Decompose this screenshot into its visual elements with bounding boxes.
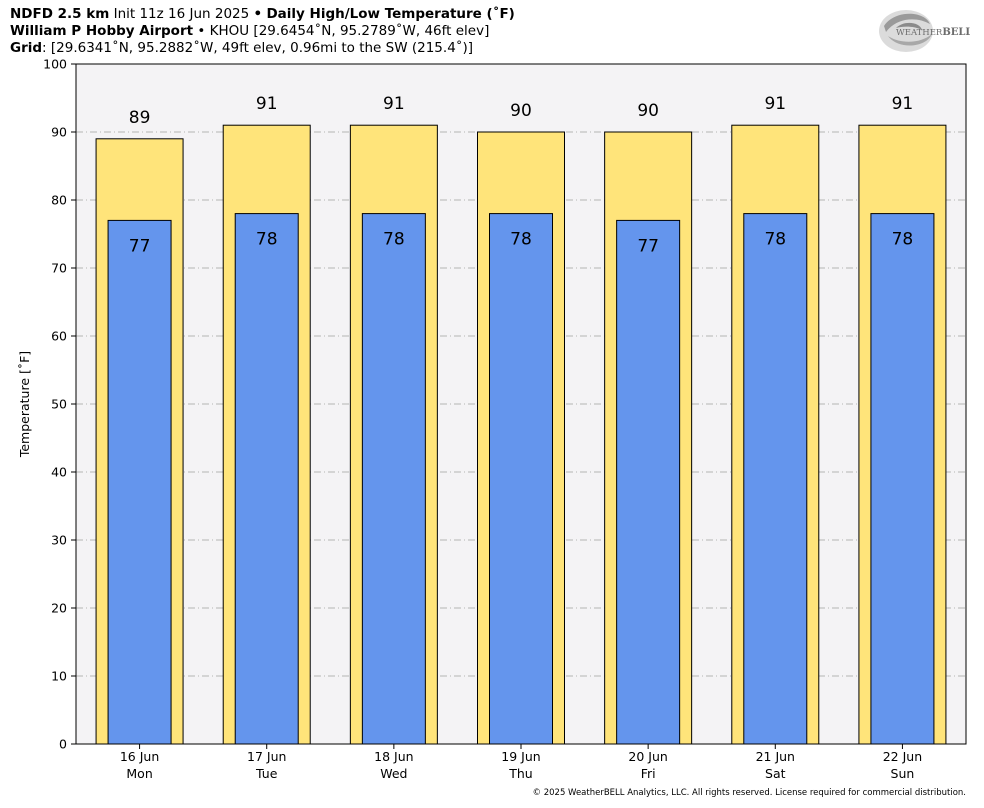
y-tick-label: 30: [51, 533, 67, 548]
low-bar: [489, 213, 553, 745]
x-tick-label-day: Mon: [126, 766, 152, 781]
header-line-2: William P Hobby Airport • KHOU [29.6454˚…: [10, 23, 489, 40]
header-line-1: NDFD 2.5 km Init 11z 16 Jun 2025 • Daily…: [10, 6, 515, 23]
chart-title: Daily High/Low Temperature (˚F): [266, 6, 515, 22]
init-time: Init 11z 16 Jun 2025: [113, 6, 250, 22]
station-name: William P Hobby Airport: [10, 23, 194, 39]
low-value-label: 78: [256, 230, 278, 250]
y-tick-label: 0: [59, 737, 67, 752]
x-tick-label-day: Sat: [765, 766, 786, 781]
low-value-label: 78: [383, 230, 405, 250]
low-value-label: 78: [892, 230, 914, 250]
y-tick-label: 90: [51, 125, 67, 140]
y-tick-label: 100: [43, 57, 67, 72]
x-tick-label-day: Sun: [891, 766, 915, 781]
y-tick-label: 50: [51, 397, 67, 412]
high-value-label: 91: [383, 94, 405, 114]
low-bar: [743, 213, 808, 745]
low-bar: [361, 213, 426, 745]
x-tick-label-day: Thu: [508, 766, 532, 781]
y-tick-label: 80: [51, 193, 67, 208]
low-value-label: 77: [637, 236, 659, 256]
separator-dot: •: [197, 23, 206, 39]
y-tick-label: 20: [51, 601, 67, 616]
x-tick-label-date: 17 Jun: [247, 749, 286, 764]
y-axis-label: Temperature [˚F]: [17, 351, 32, 458]
y-tick-label: 60: [51, 329, 67, 344]
x-tick-label-date: 18 Jun: [374, 749, 413, 764]
x-tick-label-date: 22 Jun: [883, 749, 922, 764]
high-value-label: 91: [892, 94, 914, 114]
low-bar: [616, 219, 681, 745]
plot-frame: [75, 63, 967, 745]
separator-dot: •: [253, 6, 263, 22]
grid-label: Grid: [10, 40, 43, 56]
high-value-label: 89: [129, 108, 151, 128]
low-value-label: 78: [510, 230, 532, 250]
header-line-3: Grid: [29.6341˚N, 95.2882˚W, 49ft elev, …: [10, 40, 473, 57]
weatherbell-swirl-logo: WEATHERBELL: [879, 10, 970, 52]
x-tick-label-day: Fri: [641, 766, 656, 781]
x-tick-label-date: 21 Jun: [756, 749, 795, 764]
copyright-notice: © 2025 WeatherBELL Analytics, LLC. All r…: [532, 788, 966, 798]
station-info: KHOU [29.6454˚N, 95.2789˚W, 46ft elev]: [209, 23, 490, 39]
low-value-label: 78: [764, 230, 786, 250]
grid-info: : [29.6341˚N, 95.2882˚W, 49ft elev, 0.96…: [42, 40, 474, 56]
low-bar: [234, 213, 299, 745]
high-value-label: 90: [637, 101, 659, 121]
x-tick-label-date: 19 Jun: [501, 749, 540, 764]
x-tick-label-date: 20 Jun: [628, 749, 667, 764]
high-value-label: 91: [256, 94, 278, 114]
model-name: NDFD 2.5 km: [10, 6, 110, 22]
low-bar: [870, 213, 935, 745]
y-tick-label: 10: [51, 669, 67, 684]
x-tick-label-date: 16 Jun: [120, 749, 159, 764]
x-tick-label-day: Wed: [380, 766, 407, 781]
high-value-label: 91: [764, 94, 786, 114]
low-value-label: 77: [129, 236, 151, 256]
x-tick-label-day: Tue: [255, 766, 278, 781]
low-bar: [107, 219, 172, 745]
logo-text-b: BELL: [942, 27, 970, 38]
y-tick-label: 70: [51, 261, 67, 276]
svg-text:WEATHERBELL: WEATHERBELL: [896, 27, 970, 38]
y-tick-label: 40: [51, 465, 67, 480]
high-value-label: 90: [510, 101, 532, 121]
logo-text-a: WEATHER: [896, 28, 943, 38]
